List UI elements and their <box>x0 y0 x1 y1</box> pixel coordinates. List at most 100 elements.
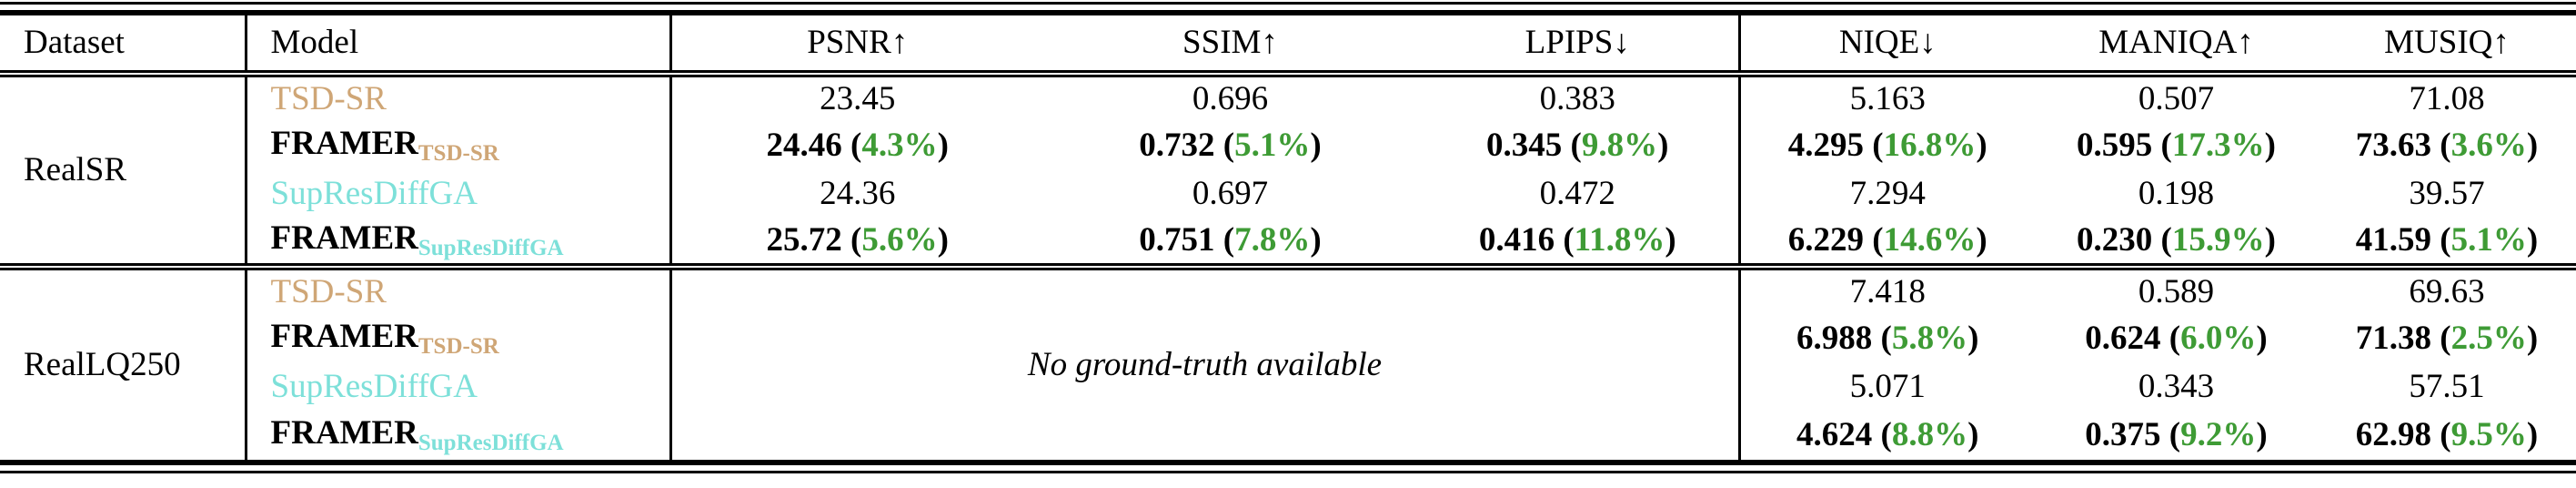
model-subscript: TSD-SR <box>418 141 499 167</box>
value-cell: 24.36 <box>670 170 1043 219</box>
table-row: RealSR TSD-SR 23.45 0.696 0.383 5.163 0.… <box>0 74 2576 270</box>
paren: ( <box>1880 416 1892 454</box>
header-cell-musiq: MUSIQ↑ <box>2318 15 2576 77</box>
model-name: FRAMER <box>270 318 418 356</box>
value-cell: 57.51 <box>2318 363 2576 412</box>
metric-value: 23.45 <box>820 80 896 118</box>
paren: ) <box>1967 416 1979 454</box>
model-name: TSD-SR <box>270 273 387 311</box>
gain-percent: 4.3% <box>861 127 938 165</box>
section-reallq250: RealLQ250 TSD-SR No ground-truth availab… <box>0 267 2576 460</box>
value-cell: 23.45 <box>670 74 1043 122</box>
header-cell-maniqa: MANIQA↑ <box>2035 15 2318 77</box>
value-cell: 6.229 (14.6%) <box>1739 219 2035 270</box>
results-table: Dataset Model PSNR↑ SSIM↑ LPIPS↓ NIQE↓ M… <box>0 15 2576 460</box>
value-cell: 0.345 (9.8%) <box>1417 122 1741 170</box>
metric-value: 0.595 <box>2077 127 2153 165</box>
paren: ) <box>1310 127 1322 165</box>
value-cell: 0.343 <box>2035 363 2318 412</box>
paren: ( <box>1872 221 1884 259</box>
value-cell: 69.63 <box>2318 267 2576 315</box>
top-rule <box>0 2 2576 15</box>
value-cell: 0.595 (17.3%) <box>2035 122 2318 170</box>
paren: ) <box>937 127 949 165</box>
metric-value: 0.589 <box>2138 273 2215 311</box>
header-cell-model: Model <box>246 15 672 77</box>
value-cell: 39.57 <box>2318 170 2576 219</box>
header-cell-niqe: NIQE↓ <box>1739 15 2035 77</box>
table-row: FRAMERSupResDiffGA 25.72 (5.6%) 0.751 (7… <box>0 219 2576 270</box>
model-cell: FRAMERTSD-SR <box>246 122 672 170</box>
metric-value: 0.624 <box>2085 320 2161 358</box>
metric-value: 57.51 <box>2409 368 2485 406</box>
gain-percent: 5.1% <box>2450 221 2527 259</box>
value-cell: 0.732 (5.1%) <box>1043 122 1417 170</box>
gain-percent: 9.8% <box>1581 127 1658 165</box>
table-row: FRAMERTSD-SR 24.46 (4.3%) 0.732 (5.1%) 0… <box>0 122 2576 170</box>
paren: ( <box>2440 320 2451 358</box>
value-cell: 4.624 (8.8%) <box>1739 412 2035 460</box>
metric-value: 0.732 <box>1139 127 1215 165</box>
paren: ( <box>2168 320 2181 358</box>
metric-value: 25.72 <box>766 221 842 259</box>
value-cell: 71.38 (2.5%) <box>2318 315 2576 363</box>
metric-value: 0.383 <box>1539 80 1615 118</box>
model-cell: TSD-SR <box>246 267 672 315</box>
metric-value: 0.375 <box>2085 416 2161 454</box>
value-cell: 0.589 <box>2035 267 2318 315</box>
value-cell: 0.416 (11.8%) <box>1417 219 1741 270</box>
paren: ) <box>2526 127 2539 165</box>
dataset-cell-reallq250: RealLQ250 <box>0 267 247 460</box>
metric-value: 0.230 <box>2077 221 2153 259</box>
model-name: TSD-SR <box>270 80 387 118</box>
model-cell: SupResDiffGA <box>246 363 672 412</box>
value-cell: 6.988 (5.8%) <box>1739 315 2035 363</box>
paren: ) <box>937 221 949 259</box>
model-subscript: SupResDiffGA <box>418 236 564 261</box>
metric-value: 7.418 <box>1849 273 1926 311</box>
value-cell: 5.163 <box>1739 74 2035 122</box>
paren: ( <box>850 127 862 165</box>
metric-value: 5.163 <box>1849 80 1926 118</box>
paren: ) <box>2526 320 2539 358</box>
header-row: Dataset Model PSNR↑ SSIM↑ LPIPS↓ NIQE↓ M… <box>0 15 2576 77</box>
paren: ( <box>1880 320 1892 358</box>
metric-value: 4.624 <box>1796 416 1873 454</box>
gain-percent: 8.8% <box>1891 416 1968 454</box>
metric-value: 0.343 <box>2138 368 2215 406</box>
metric-value: 71.08 <box>2409 80 2485 118</box>
value-cell: 0.472 <box>1417 170 1741 219</box>
metric-value: 0.198 <box>2138 175 2215 213</box>
metric-value: 0.697 <box>1192 175 1269 213</box>
value-cell: 0.697 <box>1043 170 1417 219</box>
value-cell: 7.294 <box>1739 170 2035 219</box>
paren: ) <box>1976 221 1987 259</box>
metric-value: 0.751 <box>1139 221 1215 259</box>
paren: ) <box>1665 221 1676 259</box>
paren: ( <box>2440 127 2451 165</box>
note-cell: No ground-truth available <box>670 267 1741 460</box>
model-name: SupResDiffGA <box>270 175 478 213</box>
paren: ( <box>2160 221 2172 259</box>
paren: ( <box>1872 127 1884 165</box>
model-cell: FRAMERSupResDiffGA <box>246 412 672 460</box>
table-row: FRAMERSupResDiffGA 4.624 (8.8%) 0.375 (9… <box>0 412 2576 460</box>
value-cell: 24.46 (4.3%) <box>670 122 1043 170</box>
gain-percent: 7.8% <box>1234 221 1311 259</box>
metric-value: 69.63 <box>2409 273 2485 311</box>
value-cell: 0.230 (15.9%) <box>2035 219 2318 270</box>
model-subscript: SupResDiffGA <box>418 431 564 456</box>
value-cell: 41.59 (5.1%) <box>2318 219 2576 270</box>
gain-percent: 15.9% <box>2171 221 2265 259</box>
metric-value: 71.38 <box>2355 320 2432 358</box>
value-cell: 7.418 <box>1739 267 2035 315</box>
paren: ) <box>1310 221 1322 259</box>
gain-percent: 2.5% <box>2450 320 2527 358</box>
paren: ( <box>1570 127 1582 165</box>
paren: ( <box>2440 221 2451 259</box>
header-cell-psnr: PSNR↑ <box>670 15 1043 77</box>
value-cell: 0.507 <box>2035 74 2318 122</box>
metric-value: 5.071 <box>1849 368 1926 406</box>
paren: ) <box>1976 127 1987 165</box>
